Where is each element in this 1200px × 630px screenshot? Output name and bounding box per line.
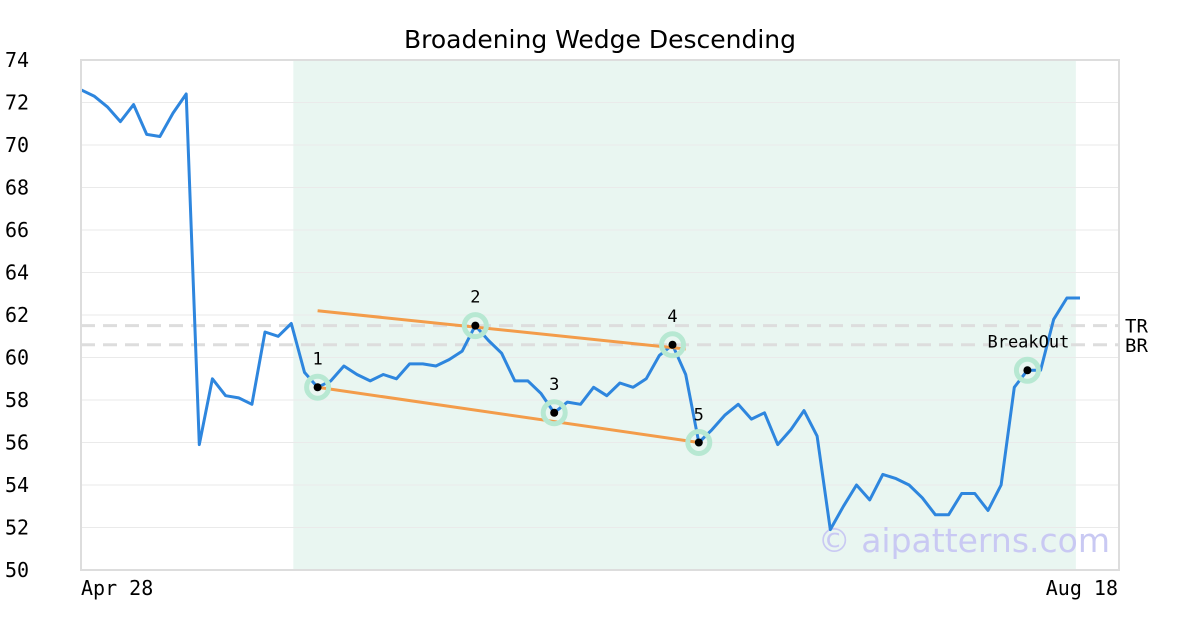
x-tick-label: Aug 18: [1046, 576, 1118, 600]
gridlines: [81, 59, 1119, 571]
point-label: 5: [694, 406, 704, 426]
plot-border: [80, 59, 1120, 571]
y-tick-label: 50: [5, 558, 29, 582]
y-tick-label: 70: [5, 133, 29, 157]
level-label-tr: TR: [1125, 316, 1148, 338]
y-tick-label: 60: [5, 346, 29, 370]
y-tick-label: 62: [5, 303, 29, 327]
chart-title: Broadening Wedge Descending: [404, 25, 796, 54]
point-marker-ring: [540, 399, 568, 427]
point-marker-dot: [1023, 366, 1032, 375]
plot-frame: [80, 59, 1120, 571]
y-tick-label: 64: [5, 261, 29, 285]
price-series: [80, 88, 1080, 532]
point-marker-ring: [304, 373, 332, 401]
point-marker-ring: [659, 331, 687, 359]
price-line: [80, 88, 1080, 532]
y-tick-label: 66: [5, 218, 29, 242]
point-label: 1: [312, 349, 322, 369]
trendlines: [317, 309, 700, 444]
watermark: © aipatterns.com: [818, 521, 1110, 560]
point-label: BreakOut: [987, 332, 1069, 352]
point-marker-dot: [694, 438, 703, 447]
y-tick-label: 52: [5, 516, 29, 540]
x-tick-label: Apr 28: [81, 576, 153, 600]
point-marker-dot: [668, 340, 677, 349]
y-tick-label: 68: [5, 176, 29, 200]
y-tick-label: 58: [5, 388, 29, 412]
point-marker-dot: [471, 321, 480, 330]
y-tick-label: 74: [5, 48, 29, 72]
y-tick-label: 72: [5, 91, 29, 115]
y-tick-label: 54: [5, 473, 29, 497]
point-label: 4: [667, 307, 677, 327]
point-marker-ring: [461, 312, 489, 340]
trendline-upper: [317, 309, 686, 351]
point-marker-dot: [550, 408, 559, 417]
point-label: 3: [549, 375, 559, 395]
level-label-br: BR: [1125, 335, 1148, 357]
y-tick-label: 56: [5, 431, 29, 455]
trendline-lower: [317, 385, 700, 444]
watermark-layer: © aipatterns.com: [818, 521, 1110, 560]
pattern-points: 1 2 3 4 5 BreakOut: [304, 288, 1069, 456]
point-marker-ring: [685, 429, 713, 456]
point-label: 2: [470, 288, 480, 308]
point-marker-dot: [313, 383, 322, 392]
point-marker-ring: [1013, 356, 1041, 384]
